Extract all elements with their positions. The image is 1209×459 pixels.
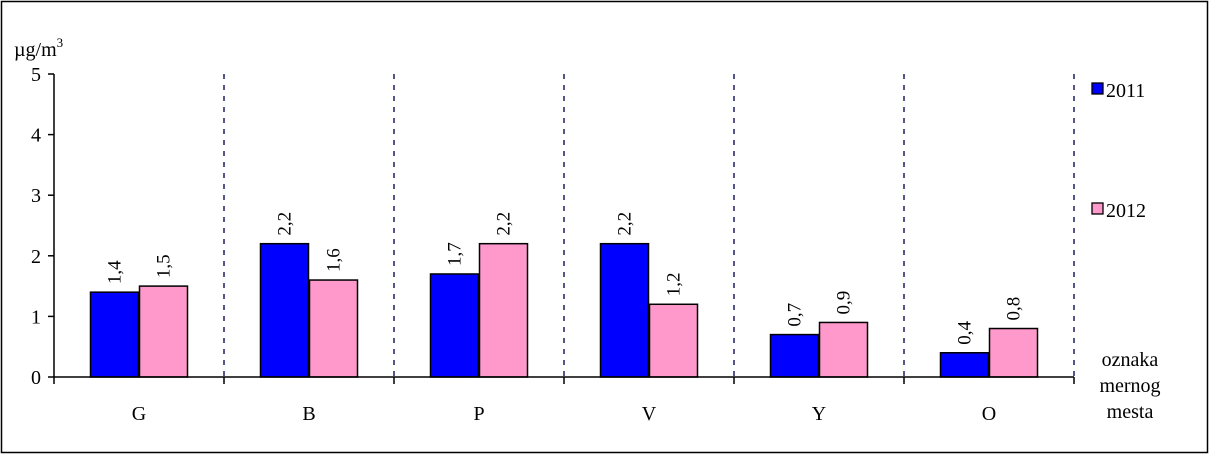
x-tick-label: V — [642, 403, 657, 425]
bar-2012-V — [648, 303, 699, 378]
x-tick-label: G — [132, 403, 146, 425]
bar-2012-G — [138, 285, 189, 378]
bar-2011-P — [429, 273, 480, 378]
y-tick-label: 5 — [31, 64, 41, 86]
legend-swatch-2012 — [1091, 202, 1104, 215]
legend-label-2011: 2011 — [1106, 80, 1145, 102]
data-label: 1,6 — [324, 248, 345, 272]
data-label: 0,4 — [955, 321, 976, 345]
x-axis-name-line: oznaka — [1102, 349, 1159, 371]
data-label: 2,2 — [494, 212, 515, 236]
x-tick-label: O — [982, 403, 996, 425]
bar-2011-Y — [769, 333, 820, 378]
bar-2011-B — [259, 242, 310, 378]
x-tick-label: B — [302, 403, 315, 425]
x-tick-label: P — [473, 403, 484, 425]
bars — [89, 242, 1039, 378]
y-tick-label: 2 — [31, 246, 41, 268]
x-tick-label: Y — [812, 403, 826, 425]
data-label: 0,7 — [785, 303, 806, 327]
y-tick-label: 3 — [31, 185, 41, 207]
bar-2012-O — [988, 327, 1039, 378]
bar-2011-V — [599, 242, 650, 378]
data-labels: 1,4 1,5 2,2 1,6 1,7 2,2 2,2 1,2 0,7 0,9 0,4 0,8 — [105, 212, 1025, 345]
x-axis-name-line: mesta — [1107, 401, 1154, 423]
bar-2012-Y — [818, 321, 869, 378]
data-label: 2,2 — [615, 212, 636, 236]
y-tick-label: 0 — [31, 367, 41, 389]
data-label: 0,9 — [834, 291, 855, 315]
bar-2011-G — [89, 291, 140, 378]
y-tick-label: 4 — [31, 125, 41, 147]
data-label: 0,8 — [1004, 297, 1025, 321]
y-unit-label: µg/m3 — [14, 35, 63, 61]
axes: G B P V Y O 0 1 2 3 4 5 — [31, 64, 1075, 425]
data-label: 1,7 — [445, 242, 466, 266]
y-tick-label: 1 — [31, 306, 41, 328]
bar-2011-O — [939, 352, 990, 378]
bar-2012-B — [308, 279, 359, 378]
data-label: 1,5 — [154, 254, 175, 278]
legend-label-2012: 2012 — [1106, 200, 1146, 222]
data-label: 1,2 — [664, 273, 685, 297]
legend-swatch-2011 — [1091, 82, 1104, 95]
x-axis-name-line: mernog — [1099, 375, 1160, 397]
bar-2012-P — [478, 242, 529, 378]
data-label: 1,4 — [105, 260, 126, 284]
x-axis-name: oznaka mernog mesta — [1099, 349, 1160, 423]
legend: 2011 2012 — [1091, 80, 1146, 222]
data-label: 2,2 — [275, 212, 296, 236]
